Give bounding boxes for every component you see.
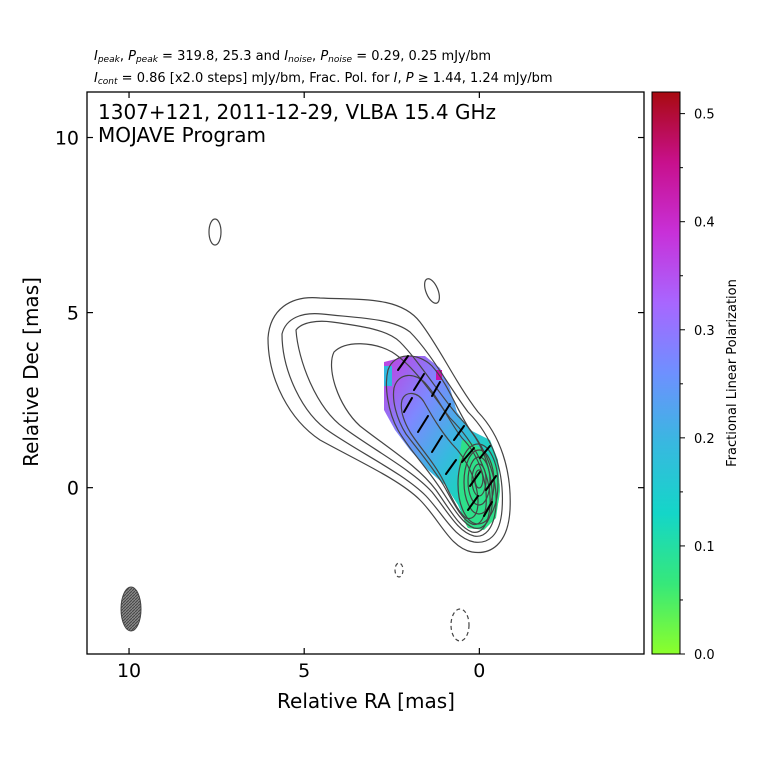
colorbar-tick-label: 0.4 <box>694 216 715 231</box>
contour-level-9 <box>463 449 495 515</box>
negative-contours <box>394 562 470 642</box>
contour-level-10 <box>467 456 491 506</box>
contour-level-3 <box>295 320 497 537</box>
peak-values: 319.8, 25.3 <box>177 49 252 64</box>
frac-threshold: 1.44, 1.24 mJy/bm <box>432 71 553 86</box>
contour-level-6 <box>392 374 487 526</box>
stokes-i-contours <box>208 218 511 554</box>
contour-blob-2 <box>424 278 440 304</box>
x-axis-label: Relative RA [mas] <box>277 689 455 713</box>
y-axis-ticks: 10 5 0 <box>55 128 644 500</box>
colorbar-tick-label: 0.3 <box>694 324 715 339</box>
y-tick-label: 0 <box>67 478 79 500</box>
x-tick-label: 0 <box>473 660 485 682</box>
header-line-peak: Ipeak, Ppeak = 319.8, 25.3 and Inoise, P… <box>94 49 492 65</box>
evpa-vectors <box>397 355 497 517</box>
colorbar <box>651 91 681 655</box>
colorbar-label: Fractional Linear Polarization <box>725 279 740 467</box>
y-tick-label: 5 <box>67 303 79 325</box>
y-axis-label: Relative Dec [mas] <box>19 277 43 467</box>
y-tick-label: 10 <box>55 128 79 150</box>
chart-subtitle: MOJAVE Program <box>98 123 266 147</box>
colorbar-tick-label: 0.0 <box>694 648 715 663</box>
plot-frame <box>86 91 645 655</box>
contour-level-1 <box>267 297 511 554</box>
chart-title: 1307+121, 2011-12-29, VLBA 15.4 GHz <box>98 100 496 124</box>
negative-contour-2 <box>450 608 470 642</box>
contour-level-7 <box>400 392 479 520</box>
contour-level-8 <box>457 443 499 525</box>
header-line-contours: Icont = 0.86 [x2.0 steps] mJy/bm, Frac. … <box>94 71 553 87</box>
colorbar-tick-label: 0.5 <box>694 108 715 123</box>
negative-contour-1 <box>394 562 404 578</box>
colorbar-ticks: 0.0 0.1 0.2 0.3 0.4 0.5 <box>680 108 715 663</box>
x-axis-ticks: 10 5 0 <box>117 92 485 682</box>
contour-level-4 <box>330 343 491 533</box>
cont-value: 0.86 [x2.0 steps] mJy/bm <box>136 71 301 86</box>
contour-level-5 <box>385 355 493 529</box>
colorbar-tick-label: 0.2 <box>694 432 715 447</box>
x-tick-label: 5 <box>298 660 310 682</box>
restoring-beam <box>120 586 142 632</box>
x-tick-label: 10 <box>117 660 141 682</box>
contour-level-2 <box>281 313 504 543</box>
noise-values: 0.29, 0.25 mJy/bm <box>371 49 492 64</box>
contour-blob-1 <box>208 218 222 246</box>
colorbar-tick-label: 0.1 <box>694 540 715 555</box>
